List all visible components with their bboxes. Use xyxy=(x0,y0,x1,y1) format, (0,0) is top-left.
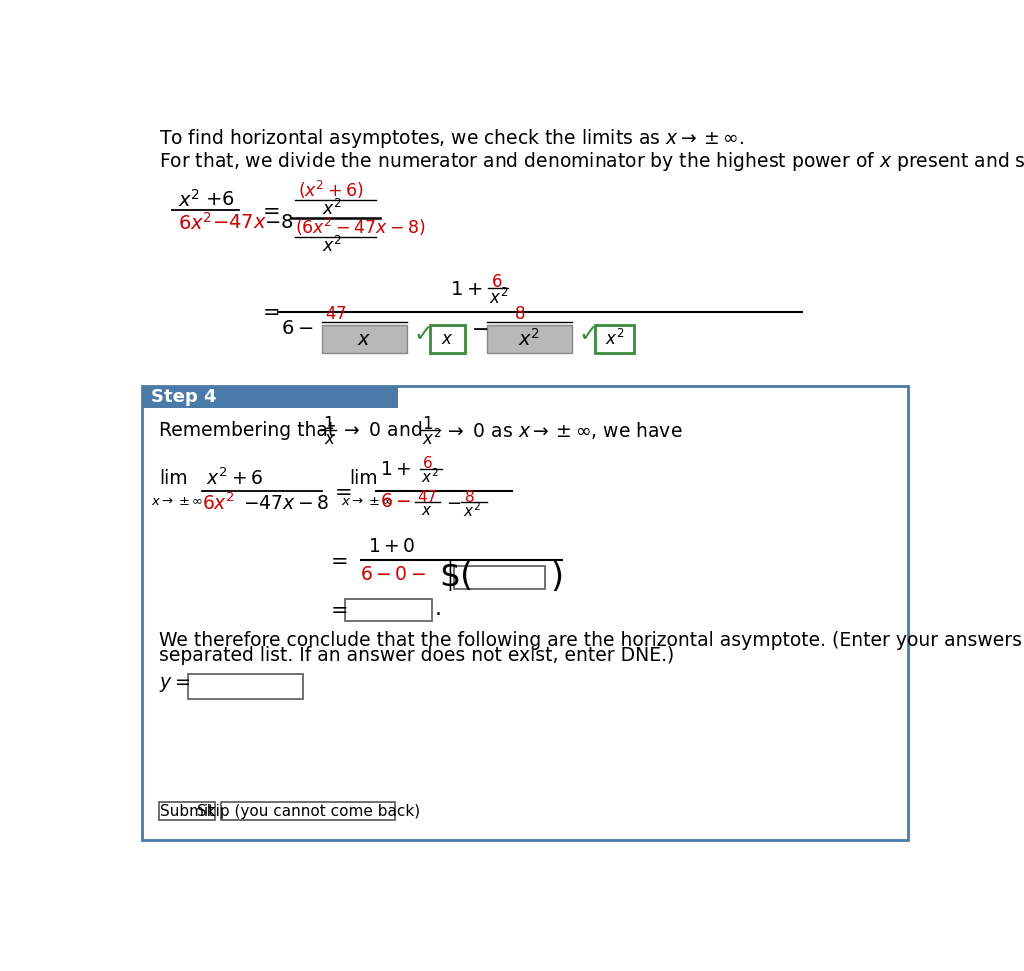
Text: $)$: $)$ xyxy=(550,560,562,594)
Text: ✓: ✓ xyxy=(414,322,433,347)
Text: $x^2$: $x^2$ xyxy=(322,236,342,256)
Text: $6$: $6$ xyxy=(423,455,433,471)
Text: $=$: $=$ xyxy=(330,481,351,501)
Text: $x^2$: $x^2$ xyxy=(463,501,480,520)
Text: $- 47x$: $- 47x$ xyxy=(212,214,267,232)
Text: $=$: $=$ xyxy=(326,550,347,570)
Text: $x^2$: $x^2$ xyxy=(178,188,201,211)
Text: $x$: $x$ xyxy=(357,329,372,349)
Text: $-$: $-$ xyxy=(471,318,488,338)
Text: $x^2$: $x^2$ xyxy=(518,328,541,350)
Text: $- 8$: $- 8$ xyxy=(263,214,293,232)
Bar xyxy=(454,566,545,589)
Text: $=$: $=$ xyxy=(258,200,280,220)
Text: $=$: $=$ xyxy=(258,301,280,320)
Text: $(6x^2 - 47x - 8)$: $(6x^2 - 47x - 8)$ xyxy=(295,217,425,239)
Bar xyxy=(430,325,465,352)
Text: $\rightarrow$ 0 and: $\rightarrow$ 0 and xyxy=(340,421,423,440)
Text: $x^2$: $x^2$ xyxy=(605,329,625,350)
Text: $8$: $8$ xyxy=(514,306,525,323)
Text: $x\rightarrow\pm\infty$: $x\rightarrow\pm\infty$ xyxy=(341,495,393,508)
Text: $47$: $47$ xyxy=(417,489,437,505)
Text: $x$: $x$ xyxy=(441,330,454,348)
Text: $x$: $x$ xyxy=(324,430,337,449)
Text: $-$: $-$ xyxy=(445,492,461,511)
Bar xyxy=(595,325,634,352)
Text: lim: lim xyxy=(159,469,187,487)
Text: $47$: $47$ xyxy=(325,306,346,323)
Text: $1 +$: $1 +$ xyxy=(380,459,412,479)
Text: $x$: $x$ xyxy=(421,503,432,519)
Text: $1 + 0$: $1 + 0$ xyxy=(369,537,416,555)
Text: $x^2$: $x^2$ xyxy=(489,287,509,308)
Bar xyxy=(221,802,395,820)
Text: .: . xyxy=(435,599,442,619)
Text: $(x^2 + 6)$: $(x^2 + 6)$ xyxy=(299,180,365,202)
Text: $1$: $1$ xyxy=(323,415,334,433)
Text: $+ 6$: $+ 6$ xyxy=(205,190,234,209)
Bar xyxy=(142,386,907,840)
Text: $x^2 + 6$: $x^2 + 6$ xyxy=(206,468,262,489)
Text: $6x^2$: $6x^2$ xyxy=(178,212,212,234)
Bar xyxy=(142,386,397,408)
Text: Skip (you cannot come back): Skip (you cannot come back) xyxy=(197,804,420,819)
Text: $x\rightarrow\pm\infty$: $x\rightarrow\pm\infty$ xyxy=(152,495,204,508)
Text: ✓: ✓ xyxy=(579,322,598,347)
Text: For that, we divide the numerator and denominator by the highest power of $x$ pr: For that, we divide the numerator and de… xyxy=(159,150,1024,173)
Text: To find horizontal asymptotes, we check the limits as $x \rightarrow \pm\infty$.: To find horizontal asymptotes, we check … xyxy=(159,126,744,150)
Text: Submit: Submit xyxy=(160,804,214,819)
Text: $\rightarrow$ 0 as $x \rightarrow \pm\infty$, we have: $\rightarrow$ 0 as $x \rightarrow \pm\in… xyxy=(444,420,683,441)
Text: $x^2$: $x^2$ xyxy=(423,429,441,450)
Text: $=$: $=$ xyxy=(326,599,347,619)
Text: $8$: $8$ xyxy=(464,489,474,505)
Text: $1$: $1$ xyxy=(423,415,433,433)
Text: $- 47x - 8$: $- 47x - 8$ xyxy=(243,493,329,513)
Text: separated list. If an answer does not exist, enter DNE.): separated list. If an answer does not ex… xyxy=(159,646,674,665)
Bar xyxy=(486,325,572,352)
Text: $(: $( xyxy=(439,560,474,593)
Text: $6$: $6$ xyxy=(490,273,502,291)
Text: We therefore conclude that the following are the horizontal asymptote. (Enter yo: We therefore conclude that the following… xyxy=(159,630,1024,650)
Bar xyxy=(322,325,407,352)
Text: $1 +$: $1 +$ xyxy=(450,281,482,299)
Text: $6 -$: $6 -$ xyxy=(282,318,314,338)
Bar xyxy=(345,599,432,620)
Text: $6 - 0 -$: $6 - 0 -$ xyxy=(360,565,427,585)
Text: $6x^2$: $6x^2$ xyxy=(202,492,234,514)
Text: Step 4: Step 4 xyxy=(152,387,217,406)
Text: $x^2$: $x^2$ xyxy=(421,467,438,486)
Text: Remembering that: Remembering that xyxy=(159,421,335,440)
Bar xyxy=(159,802,215,820)
Bar xyxy=(188,674,303,699)
Text: $x^2$: $x^2$ xyxy=(322,199,342,219)
Text: $6 -$: $6 -$ xyxy=(380,492,412,511)
Text: lim: lim xyxy=(349,469,378,487)
Text: $y =$: $y =$ xyxy=(159,675,190,694)
